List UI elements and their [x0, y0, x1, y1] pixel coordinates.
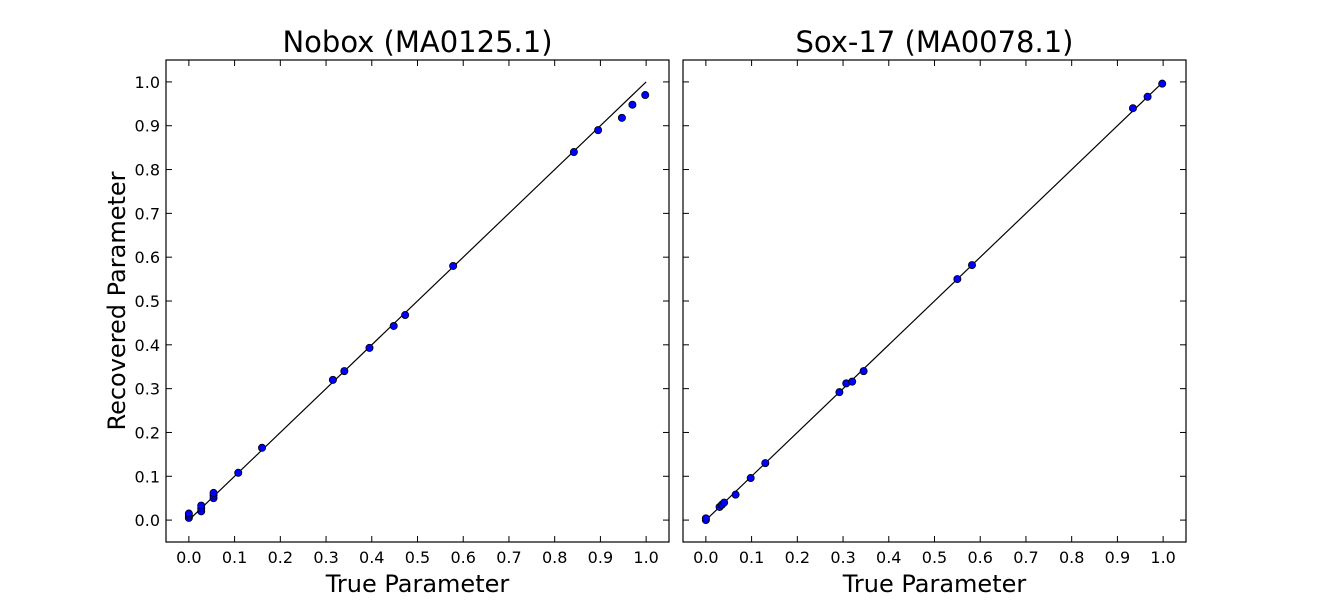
y-tick-label: 0.8: [135, 161, 160, 180]
data-point: [953, 275, 962, 284]
y-tick-label: 0.6: [135, 248, 160, 267]
x-tick-label: 0.7: [496, 548, 521, 567]
x-tick-label: 0.1: [222, 548, 247, 567]
x-tick-label: 0.0: [693, 548, 718, 567]
data-point: [328, 375, 337, 384]
data-point: [449, 261, 458, 270]
panel-title: Nobox (MA0125.1): [282, 25, 552, 59]
data-point: [1158, 79, 1167, 88]
data-point: [848, 377, 857, 386]
x-tick-label: 0.3: [313, 548, 338, 567]
data-point: [401, 311, 410, 320]
y-tick-label: 0.3: [135, 380, 160, 399]
plot-frame: [165, 59, 670, 543]
x-tick-label: 1.0: [1150, 548, 1175, 567]
plot-frame: [682, 59, 1187, 543]
y-tick-label: 1.0: [135, 73, 160, 92]
data-point: [859, 367, 868, 376]
panel-nobox: Nobox (MA0125.1) True Parameter Recovere…: [103, 25, 670, 598]
data-point: [340, 367, 349, 376]
x-tick-label: 0.2: [268, 548, 293, 567]
x-tick-label: 0.9: [1105, 548, 1130, 567]
data-point: [1143, 92, 1152, 101]
x-axis-label: True Parameter: [325, 570, 510, 598]
x-tick-label: 0.5: [405, 548, 430, 567]
x-axis-label: True Parameter: [842, 570, 1027, 598]
data-point: [967, 261, 976, 270]
y-tick-label: 0.7: [135, 204, 160, 223]
x-tick-label: 0.6: [968, 548, 993, 567]
data-point: [731, 490, 740, 499]
data-point: [569, 148, 578, 157]
data-point: [197, 501, 206, 510]
y-tick-label: 0.0: [135, 511, 160, 530]
identity-line: [705, 81, 1164, 521]
data-point: [720, 498, 729, 507]
y-tick-label: 0.9: [135, 117, 160, 136]
x-tick-label: 0.1: [739, 548, 764, 567]
x-tick-label: 0.6: [451, 548, 476, 567]
panel-sox17: Sox-17 (MA0078.1) True Parameter 0.0 0.1 0…: [682, 25, 1187, 598]
x-tick-label: 0.7: [1013, 548, 1038, 567]
data-point: [258, 443, 267, 452]
y-tick-label: 0.1: [135, 467, 160, 486]
data-point: [761, 459, 770, 468]
x-tick-label: 0.9: [588, 548, 613, 567]
x-tick-label: 0.8: [542, 548, 567, 567]
data-point: [1128, 104, 1137, 113]
panel-title: Sox-17 (MA0078.1): [796, 25, 1074, 59]
y-tick-label: 0.5: [135, 292, 160, 311]
x-tick-label: 0.5: [922, 548, 947, 567]
data-point: [617, 113, 626, 122]
data-point: [184, 509, 193, 518]
data-point: [701, 514, 710, 523]
x-tick-label: 0.2: [785, 548, 810, 567]
x-tick-label: 0.0: [176, 548, 201, 567]
data-point: [365, 343, 374, 352]
data-point: [641, 91, 650, 100]
y-axis-label: Recovered Parameter: [103, 171, 131, 430]
y-tick-label: 0.2: [135, 423, 160, 442]
x-tick-label: 1.0: [633, 548, 658, 567]
y-tick-label: 0.4: [135, 336, 160, 355]
x-tick-label: 0.4: [876, 548, 901, 567]
data-point: [628, 100, 637, 109]
data-point: [835, 388, 844, 397]
data-point: [746, 474, 755, 483]
x-tick-label: 0.8: [1059, 548, 1084, 567]
data-point: [594, 126, 603, 135]
data-point: [389, 321, 398, 330]
data-point: [209, 488, 218, 497]
x-tick-label: 0.3: [830, 548, 855, 567]
data-point: [234, 468, 243, 477]
x-tick-label: 0.4: [359, 548, 384, 567]
